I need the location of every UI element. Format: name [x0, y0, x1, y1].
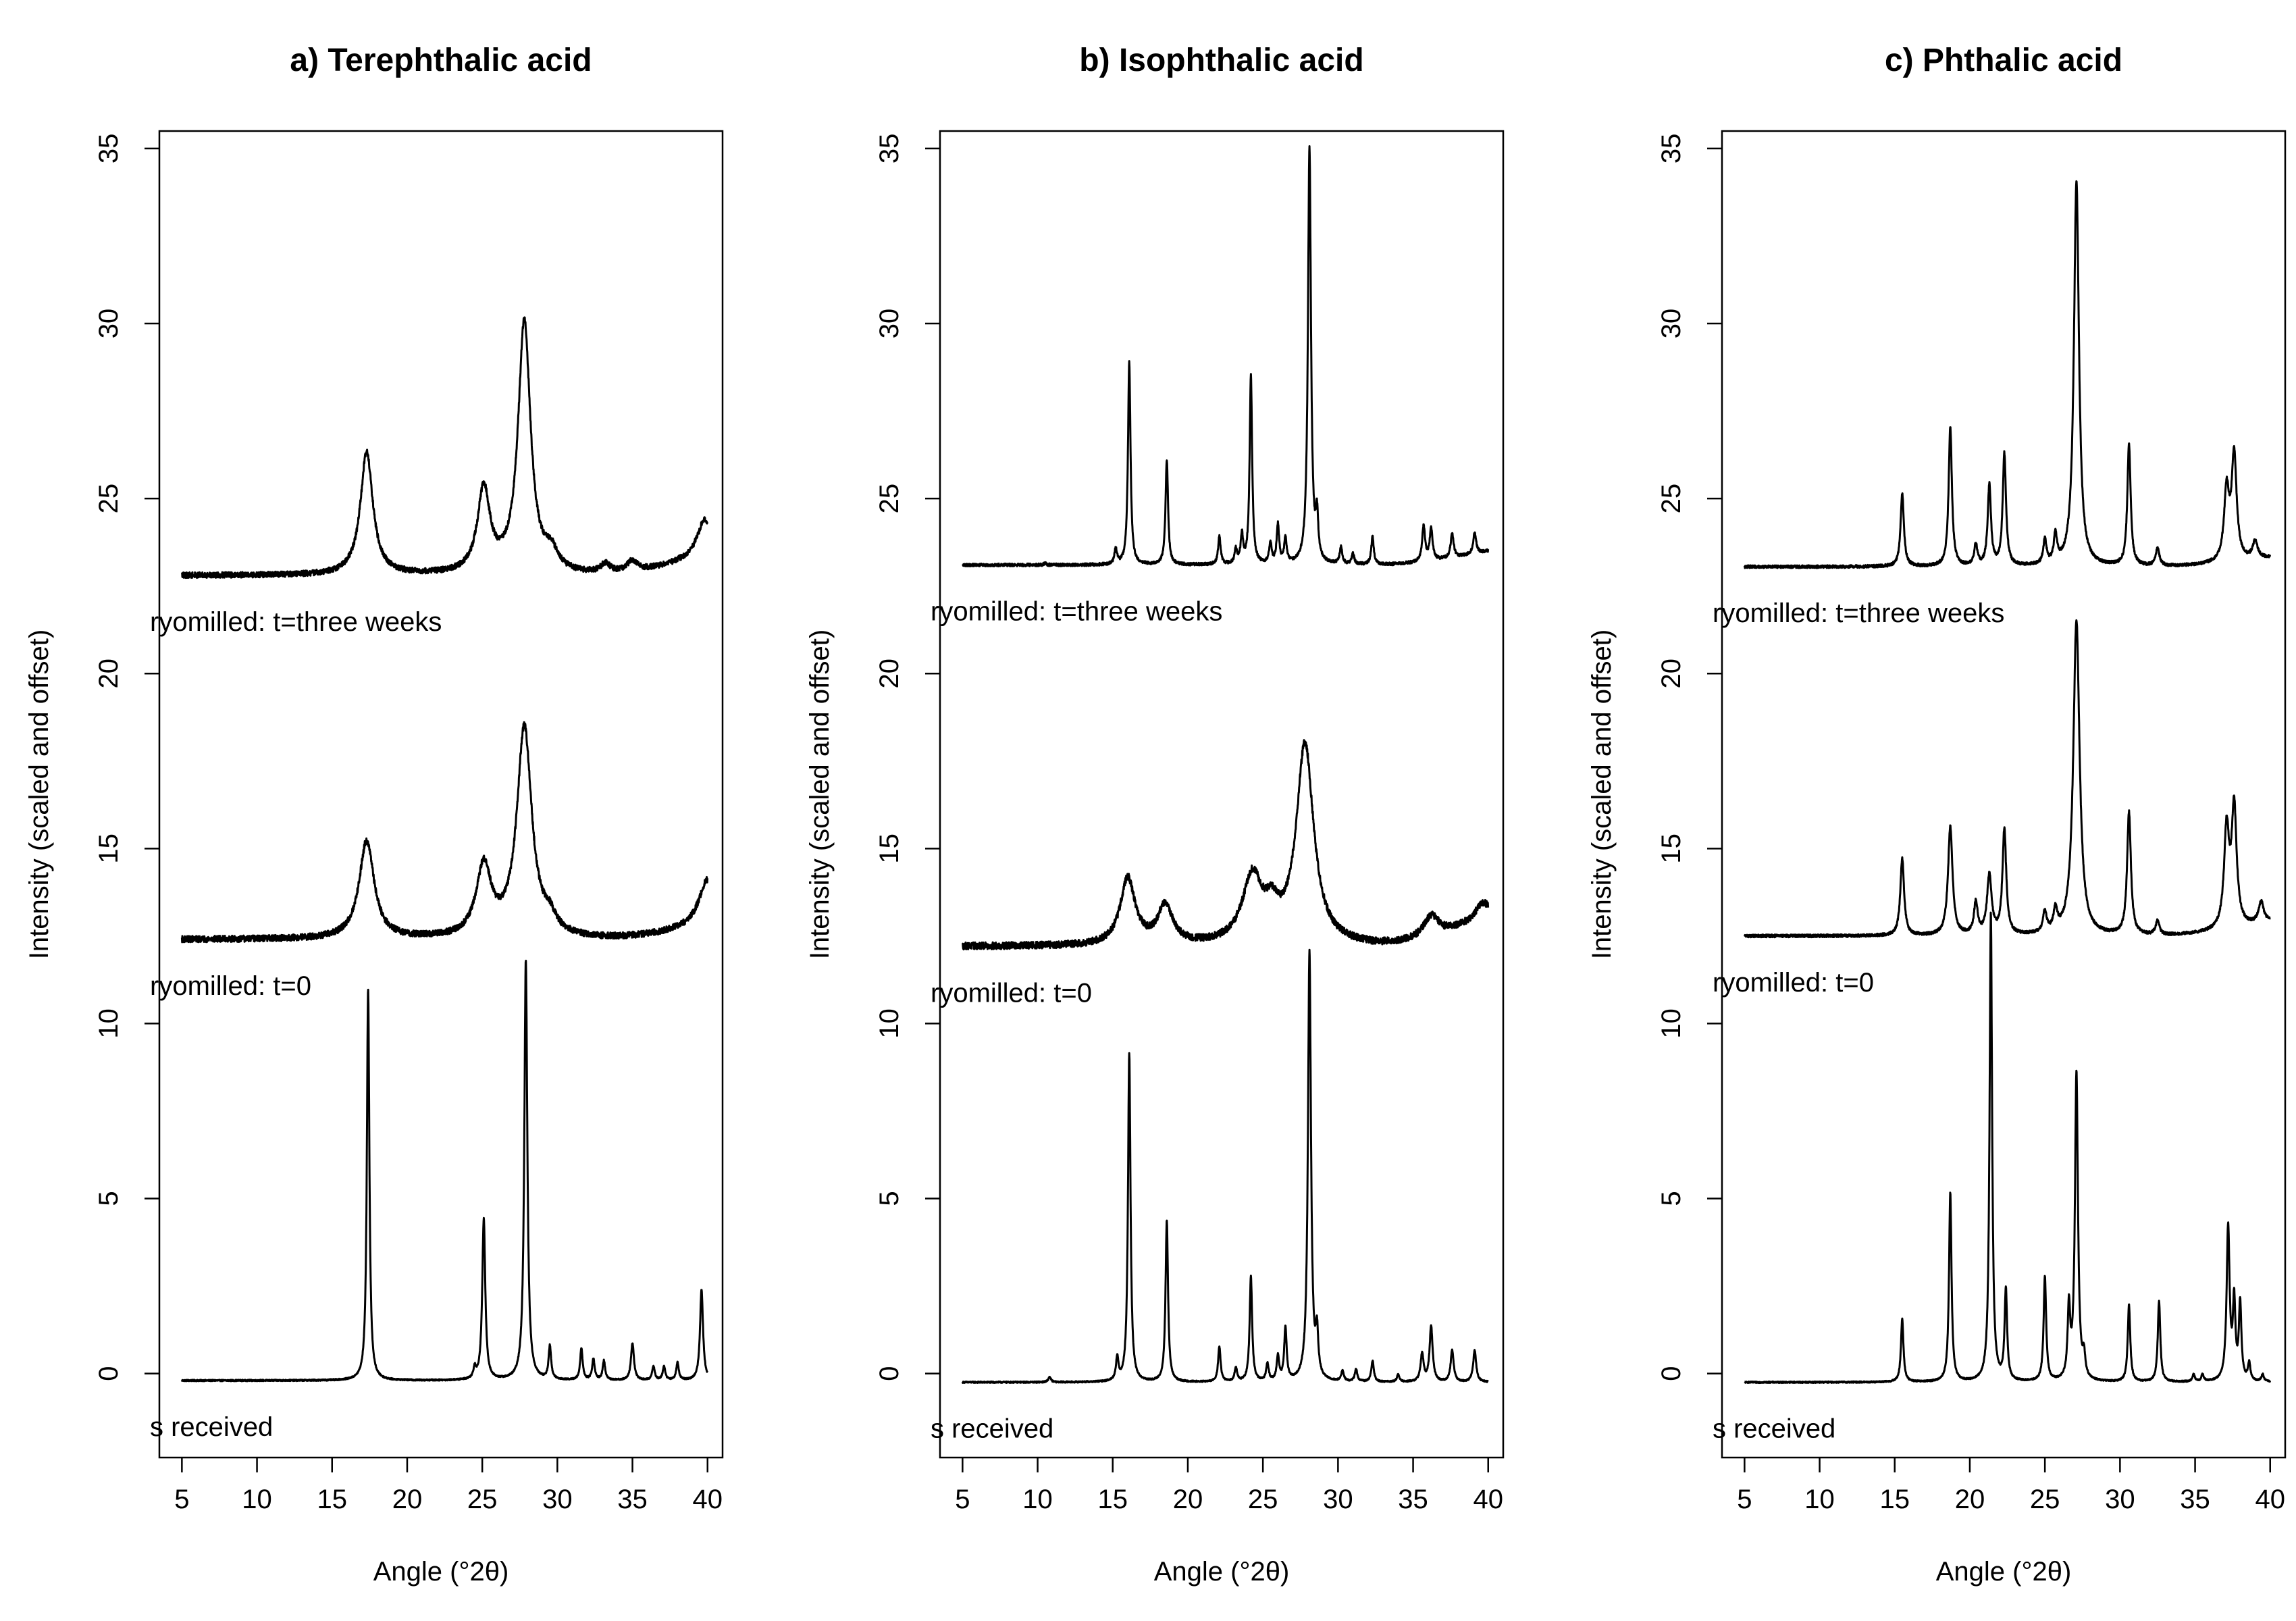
- trace-as-received: [961, 948, 1489, 1384]
- plot-frame: [1721, 130, 2287, 1459]
- x-tick-label: 40: [1473, 1485, 1504, 1514]
- y-tick-label: 15: [1656, 833, 1686, 864]
- y-axis-label: Intensity (scaled and offset): [1587, 629, 1617, 959]
- y-tick-label: 5: [875, 1191, 904, 1206]
- y-tick-label: 30: [94, 309, 124, 339]
- trace-label: ryomilled: t=0: [931, 978, 1092, 1008]
- trace-label: s received: [150, 1412, 273, 1442]
- x-tick-label: 20: [1955, 1485, 1985, 1514]
- x-tick-label: 20: [392, 1485, 423, 1514]
- panel-title: b) Isophthalic acid: [1079, 43, 1363, 78]
- x-tick-label: 40: [693, 1485, 723, 1514]
- panel-title: a) Terephthalic acid: [290, 43, 592, 78]
- trace-cryomilled-t-0: [962, 739, 1490, 951]
- plot-frame: [158, 130, 724, 1459]
- x-tick-label: 30: [2105, 1485, 2135, 1514]
- x-tick-label: 20: [1173, 1485, 1203, 1514]
- panel-title: c) Phthalic acid: [1885, 43, 2122, 78]
- x-axis-label: Angle (°2θ): [1936, 1557, 2072, 1587]
- y-tick-label: 25: [1656, 484, 1686, 514]
- y-tick-label: 15: [875, 833, 904, 864]
- x-tick-label: 30: [542, 1485, 573, 1514]
- y-axis-label: Intensity (scaled and offset): [805, 629, 835, 959]
- trace-as-received: [180, 959, 708, 1383]
- y-tick-label: 15: [94, 833, 124, 864]
- panel-1: a) Terephthalic acid s received ryomilled:…: [24, 43, 724, 1587]
- x-axis-label: Angle (°2θ): [373, 1557, 509, 1587]
- trace-label: ryomilled: t=three weeks: [931, 597, 1222, 627]
- x-tick-label: 10: [1022, 1485, 1053, 1514]
- x-tick-label: 10: [1804, 1485, 1835, 1514]
- x-tick-label: 5: [174, 1485, 189, 1514]
- y-tick-label: 35: [1656, 134, 1686, 164]
- y-tick-label: 25: [875, 484, 904, 514]
- x-tick-label: 40: [2255, 1485, 2286, 1514]
- trace-cryomilled-t-three-weeks: [962, 145, 1490, 567]
- y-tick-label: 5: [1656, 1191, 1686, 1206]
- x-tick-label: 15: [1098, 1485, 1128, 1514]
- x-tick-label: 15: [317, 1485, 348, 1514]
- y-tick-label: 30: [1656, 309, 1686, 339]
- y-axis-label: Intensity (scaled and offset): [24, 629, 54, 959]
- x-tick-label: 10: [242, 1485, 272, 1514]
- panel-2: b) Isophthalic acid s received ryomilled: …: [805, 43, 1505, 1587]
- y-tick-label: 5: [94, 1191, 124, 1206]
- x-tick-label: 30: [1323, 1485, 1353, 1514]
- trace-cryomilled-t-three-weeks: [1743, 180, 2272, 569]
- x-tick-label: 5: [955, 1485, 970, 1514]
- trace-label: ryomilled: t=0: [150, 971, 311, 1001]
- trace-label: ryomilled: t=three weeks: [150, 607, 442, 637]
- y-tick-label: 30: [875, 309, 904, 339]
- x-tick-label: 5: [1737, 1485, 1752, 1514]
- plot-frame: [939, 130, 1505, 1459]
- x-tick-label: 25: [2030, 1485, 2060, 1514]
- y-tick-label: 0: [1656, 1366, 1686, 1381]
- y-tick-label: 20: [875, 659, 904, 689]
- y-tick-label: 10: [875, 1008, 904, 1039]
- trace-as-received: [1744, 911, 2272, 1384]
- x-tick-label: 25: [467, 1485, 498, 1514]
- y-tick-label: 0: [875, 1366, 904, 1381]
- x-axis-label: Angle (°2θ): [1154, 1557, 1290, 1587]
- x-tick-label: 25: [1248, 1485, 1278, 1514]
- panel-3: c) Phthalic acid s received ryomilled: t=0…: [1587, 43, 2287, 1587]
- x-tick-label: 35: [617, 1485, 648, 1514]
- x-tick-label: 15: [1880, 1485, 1910, 1514]
- y-tick-label: 35: [875, 134, 904, 164]
- y-tick-label: 20: [94, 659, 124, 689]
- trace-label: s received: [931, 1414, 1053, 1444]
- x-tick-label: 35: [1398, 1485, 1428, 1514]
- y-tick-label: 20: [1656, 659, 1686, 689]
- trace-label: ryomilled: t=0: [1713, 968, 1874, 998]
- trace-label: ryomilled: t=three weeks: [1713, 598, 2004, 628]
- y-tick-label: 35: [94, 134, 124, 164]
- trace-label: s received: [1713, 1414, 1835, 1444]
- y-tick-label: 10: [1656, 1008, 1686, 1039]
- y-tick-label: 10: [94, 1008, 124, 1039]
- y-tick-label: 25: [94, 484, 124, 514]
- y-tick-label: 0: [94, 1366, 124, 1381]
- trace-cryomilled-t-three-weeks: [180, 316, 709, 580]
- trace-cryomilled-t-0: [180, 721, 709, 944]
- x-tick-label: 35: [2180, 1485, 2210, 1514]
- trace-cryomilled-t-0: [1744, 619, 2271, 939]
